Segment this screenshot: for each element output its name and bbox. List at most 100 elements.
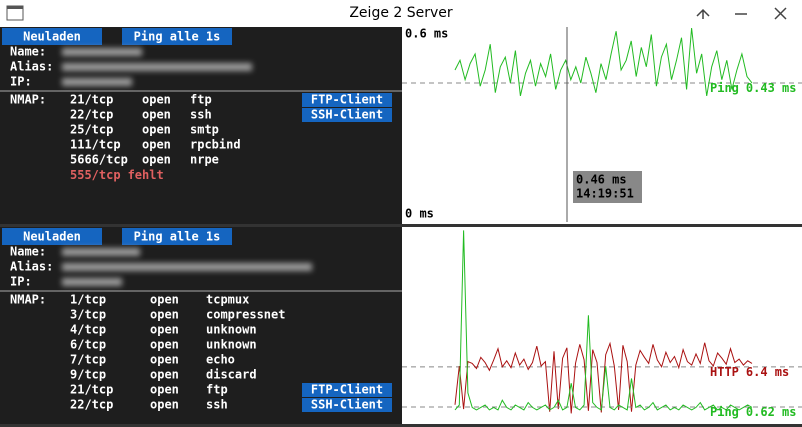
series-name: Ping [710,404,739,418]
reference-value: 0.62 ms [746,404,797,418]
port: 22/tcp [70,108,113,122]
reference-label: HTTP 6.4 ms [710,364,789,378]
window-icon-bar [7,6,23,9]
tooltip-time: 14:19:51 [576,187,634,201]
port: 22/tcp [70,398,113,412]
series-name: Ping [710,80,739,94]
title-bar [0,0,802,27]
button[interactable] [122,228,232,245]
series-line [454,230,753,411]
button[interactable] [122,28,232,45]
port: 555/tcp [70,168,121,182]
chart-area [402,227,802,425]
button[interactable] [2,228,102,245]
port: 21/tcp [70,383,113,397]
missing-port: 555/tcp fehlt [70,168,164,182]
y-tick-label: 0.6 ms [405,27,448,41]
field-label: Name: [10,245,46,259]
blurred-value [62,248,140,256]
port-service: echo [206,353,235,367]
reference-label: Ping 0.62 ms [710,404,796,418]
client-button-label[interactable]: SSH-Client [311,108,383,122]
tooltip [573,171,642,203]
close-button[interactable] [774,7,787,20]
client-button[interactable] [302,93,392,107]
reference-label: Ping 0.43 ms [710,80,796,94]
port: 9/tcp [70,368,106,382]
button-label[interactable]: Neuladen [23,230,81,244]
port-service: nrpe [190,153,219,167]
port-service: ftp [206,383,228,397]
reference-value: 0.43 ms [746,80,797,94]
panel-separator [0,224,802,227]
port-state: open [150,308,179,322]
server-panel [0,27,402,225]
port-service: compressnet [206,308,285,322]
port-state: open [142,153,171,167]
port-state: open [142,93,171,107]
client-button[interactable] [302,383,392,397]
port-state: open [150,293,179,307]
button[interactable] [2,28,102,45]
port-service: ftp [190,93,212,107]
port: 4/tcp [70,323,106,337]
blurred-value [62,48,142,56]
port: 3/tcp [70,308,106,322]
port-service: smtp [190,123,219,137]
port-state: open [142,138,171,152]
nmap-label: NMAP: [10,293,46,307]
field-label: Alias: [10,60,53,74]
port-state: open [150,368,179,382]
port-state: open [150,398,179,412]
port: 25/tcp [70,123,113,137]
port-state: open [142,123,171,137]
port-state: fehlt [128,168,164,182]
port-state: open [142,108,171,122]
port-state: open [150,353,179,367]
tooltip-value: 0.46 ms [576,173,627,187]
client-button-label[interactable]: FTP-Client [311,93,383,107]
port-state: open [150,383,179,397]
blurred-value [62,278,122,286]
port-service: unknown [206,338,257,352]
window-title: Zeige 2 Server [349,5,453,21]
port-service: rpcbind [190,138,241,152]
client-button-label[interactable]: SSH-Client [311,398,383,412]
field-label: Alias: [10,260,53,274]
port-service: ssh [206,398,228,412]
button-label[interactable]: Neuladen [23,30,81,44]
series-line [454,27,753,97]
port: 7/tcp [70,353,106,367]
chart: HTTP 6.4 ms Ping 0.62 ms [402,230,802,418]
port: 6/tcp [70,338,106,352]
button-label[interactable]: Ping alle 1s [134,230,221,244]
port: 1/tcp [70,293,106,307]
nmap-label: NMAP: [10,93,46,107]
button-label[interactable]: Ping alle 1s [134,30,221,44]
blurred-value [62,63,252,71]
port: 5666/tcp [70,153,128,167]
field-label: IP: [10,75,32,89]
blurred-value [62,263,312,271]
port-service: tcpmux [206,293,249,307]
port: 21/tcp [70,93,113,107]
y-tick-label: 0 ms [405,207,434,221]
port-state: open [150,338,179,352]
port-state: open [150,323,179,337]
client-button[interactable] [302,398,392,412]
field-label: Name: [10,45,46,59]
client-button-label[interactable]: FTP-Client [311,383,383,397]
series-name: HTTP [710,364,739,378]
field-label: IP: [10,275,32,289]
blurred-value [62,78,132,86]
port-service: unknown [206,323,257,337]
client-button[interactable] [302,108,392,122]
port: 111/tcp [70,138,121,152]
port-service: discard [206,368,257,382]
port-service: ssh [190,108,212,122]
reference-value: 6.4 ms [746,364,789,378]
maximize-button[interactable] [696,8,710,19]
panel-separator [0,424,802,427]
